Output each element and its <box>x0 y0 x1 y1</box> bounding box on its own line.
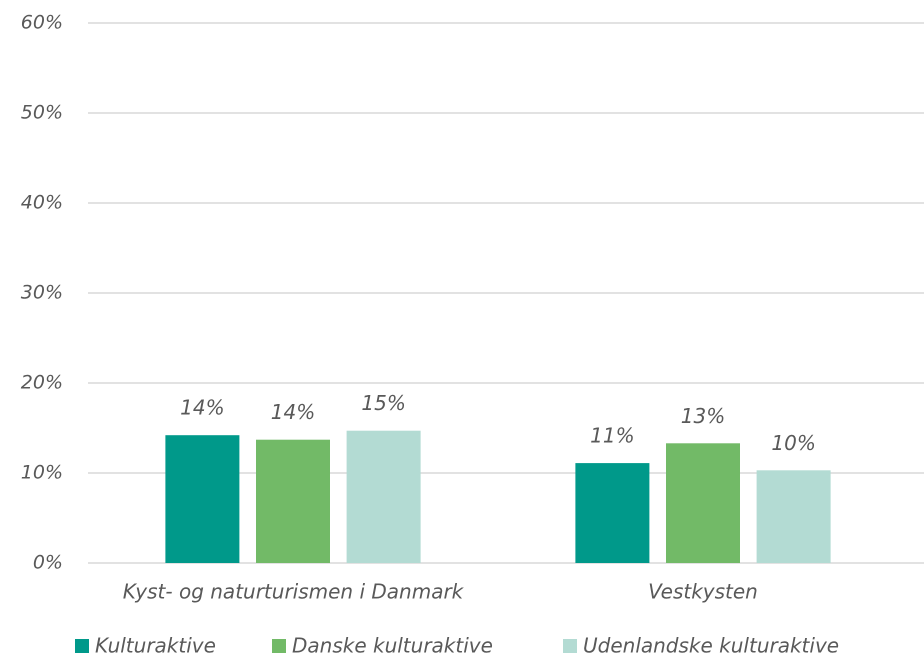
value-label: 10% <box>771 431 815 455</box>
legend-label: Udenlandske kulturaktive <box>583 634 839 656</box>
bar <box>756 470 831 563</box>
y-tick-label: 0% <box>33 552 63 574</box>
bar <box>346 430 421 563</box>
y-tick-label: 60% <box>21 12 63 34</box>
legend-label: Danske kulturaktive <box>292 634 493 656</box>
value-label: 14% <box>180 396 224 420</box>
y-tick-label: 30% <box>21 282 63 304</box>
bar <box>666 443 740 563</box>
y-tick-label: 10% <box>21 462 63 484</box>
value-label: 14% <box>271 400 315 424</box>
legend-swatch <box>563 639 577 653</box>
value-label: 11% <box>590 424 634 448</box>
value-label: 15% <box>361 391 405 415</box>
bar <box>165 435 240 563</box>
bar <box>575 463 650 563</box>
legend-swatch <box>272 639 286 653</box>
value-label: 13% <box>681 404 725 428</box>
x-tick-label: Kyst- og naturturismen i Danmark <box>123 580 465 604</box>
y-tick-label: 40% <box>21 192 63 214</box>
legend-swatch <box>75 639 89 653</box>
bar <box>256 439 330 563</box>
y-tick-label: 50% <box>21 102 63 124</box>
legend-label: Kulturaktive <box>95 634 216 656</box>
x-tick-label: Vestkysten <box>648 580 758 604</box>
y-tick-label: 20% <box>21 372 63 394</box>
